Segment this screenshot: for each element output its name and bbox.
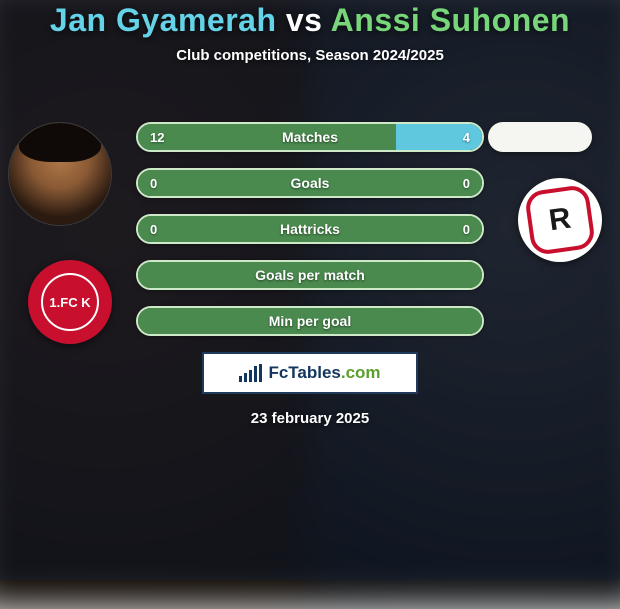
stat-row-value-right: 4 (463, 124, 470, 150)
title-vs: vs (286, 2, 323, 38)
club1-label: 1.FC K (49, 296, 90, 309)
logo-dotcom: .com (341, 363, 381, 382)
title-player1: Jan Gyamerah (50, 2, 277, 38)
stat-rows: Matches124Goals00Hattricks00Goals per ma… (136, 122, 484, 352)
stat-row-value-right: 0 (463, 216, 470, 242)
stat-row-label: Hattricks (138, 221, 482, 237)
player1-avatar (8, 122, 112, 226)
content-root: Jan Gyamerah vs Anssi Suhonen Club compe… (0, 0, 620, 580)
stat-row-value-left: 0 (150, 216, 157, 242)
stat-row-label: Min per goal (138, 313, 482, 329)
stat-row: Goals per match (136, 260, 484, 290)
stat-row-label: Goals (138, 175, 482, 191)
club1-badge: 1.FC K (28, 260, 112, 344)
stat-row-value-left: 0 (150, 170, 157, 196)
stat-row-value-left: 12 (150, 124, 164, 150)
logo-brand: FcTables (268, 363, 340, 382)
club2-badge: R (518, 178, 602, 262)
title-player2: Anssi Suhonen (331, 2, 570, 38)
logo-text: FcTables.com (268, 363, 380, 383)
comparison-title: Jan Gyamerah vs Anssi Suhonen (0, 2, 620, 39)
stat-row-label: Matches (138, 129, 482, 145)
stat-row-label: Goals per match (138, 267, 482, 283)
subtitle: Club competitions, Season 2024/2025 (0, 47, 620, 64)
date-text: 23 february 2025 (0, 410, 620, 427)
club2-label: R (547, 202, 573, 239)
stat-row-value-right: 0 (463, 170, 470, 196)
stat-row: Min per goal (136, 306, 484, 336)
stat-row: Goals0 0 (136, 168, 484, 198)
stat-row: Matches12 4 (136, 122, 484, 152)
stat-row: Hattricks0 0 (136, 214, 484, 244)
player2-avatar-placeholder (488, 122, 592, 152)
fctables-logo: FcTables.com (202, 352, 418, 394)
logo-bars-icon (239, 364, 262, 382)
